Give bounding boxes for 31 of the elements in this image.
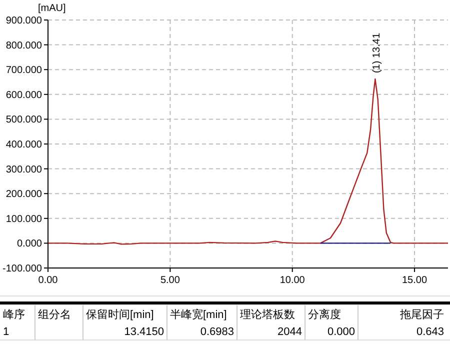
- text: 拖尾因子: [399, 309, 444, 321]
- y-tick-label: 600.000: [6, 90, 42, 101]
- text: 分离度: [308, 308, 341, 321]
- y-tick-label: -100.000: [2, 264, 42, 274]
- y-tick-label: 900.000: [6, 16, 42, 26]
- x-tick-label: 10.00: [280, 275, 306, 286]
- text: 保留时间[min]: [86, 308, 154, 321]
- text: 组分名: [38, 309, 71, 321]
- text: 0.000: [327, 326, 355, 338]
- y-tick-label: 500.000: [6, 114, 42, 126]
- text: 0.643: [416, 326, 444, 338]
- y-tick-label: 200.000: [6, 189, 42, 200]
- y-tick-label: 800.000: [6, 40, 42, 52]
- y-tick-label: 0.000: [16, 238, 42, 250]
- text: 理论塔板数: [240, 308, 295, 321]
- y-tick-label: 400.000: [6, 140, 42, 150]
- x-tick-label: 0.00: [38, 275, 58, 286]
- y-tick-label: 300.000: [6, 164, 42, 176]
- x-tick-label: 15.00: [402, 275, 428, 286]
- text: 2044: [278, 326, 302, 338]
- text: 峰序: [3, 308, 25, 321]
- text: 半峰宽[min]: [170, 308, 227, 321]
- text: 0.6983: [200, 326, 234, 338]
- annotation: (1) 13.41: [372, 32, 383, 74]
- text: 1: [3, 326, 10, 338]
- x-tick-label: 5.00: [160, 275, 180, 286]
- y-tick-label: 100.000: [6, 214, 42, 225]
- line-series: [47, 78, 449, 245]
- y-axis-title: [mAU]: [38, 3, 66, 14]
- text: 13.4150: [124, 326, 164, 338]
- y-tick-label: 700.000: [6, 65, 42, 76]
